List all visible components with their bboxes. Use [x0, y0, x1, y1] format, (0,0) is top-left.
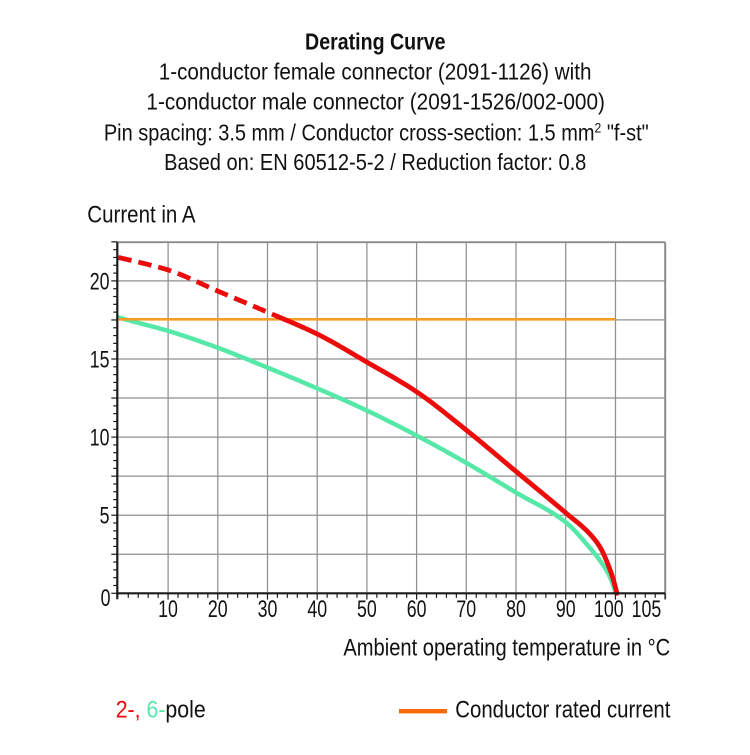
svg-text:15: 15 [90, 347, 110, 373]
svg-text:0: 0 [101, 586, 111, 612]
svg-text:Current in A: Current in A [87, 201, 195, 228]
svg-text:10: 10 [158, 597, 178, 623]
svg-text:60: 60 [407, 597, 427, 623]
svg-text:Based on: EN 60512-5-2 / Reduc: Based on: EN 60512-5-2 / Reduction facto… [164, 149, 586, 176]
svg-text:Conductor rated current: Conductor rated current [455, 696, 671, 723]
svg-text:2-, 6-pole: 2-, 6-pole [116, 695, 206, 722]
svg-text:10: 10 [90, 425, 110, 451]
svg-text:Pin spacing: 3.5 mm / Conducto: Pin spacing: 3.5 mm / Conductor cross-se… [104, 119, 649, 145]
svg-text:80: 80 [506, 597, 526, 623]
svg-text:30: 30 [258, 597, 278, 623]
svg-text:70: 70 [456, 597, 476, 623]
svg-text:100: 100 [594, 597, 624, 623]
svg-text:1-conductor female connector (: 1-conductor female connector (2091-1126)… [159, 59, 592, 85]
svg-text:105: 105 [632, 597, 662, 623]
svg-text:Derating Curve: Derating Curve [305, 29, 446, 55]
svg-text:50: 50 [357, 597, 377, 623]
svg-text:90: 90 [556, 597, 576, 623]
svg-text:5: 5 [100, 503, 110, 529]
svg-text:20: 20 [90, 269, 110, 295]
svg-text:1-conductor male connector (20: 1-conductor male connector (2091-1526/00… [146, 88, 605, 114]
svg-text:Ambient operating temperature: Ambient operating temperature in °C [343, 634, 670, 661]
svg-text:20: 20 [208, 597, 228, 623]
svg-text:40: 40 [307, 597, 327, 623]
